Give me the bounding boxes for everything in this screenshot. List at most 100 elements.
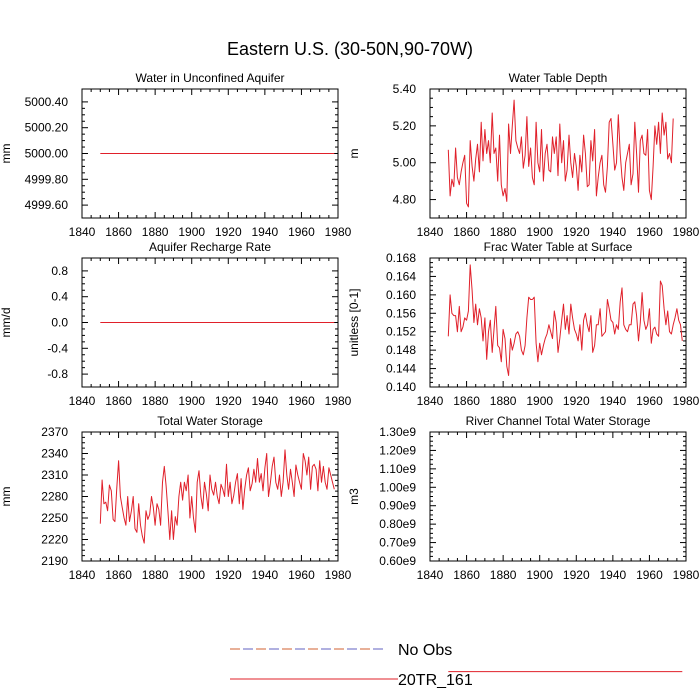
y-tick-label: 0.4 [51,290,68,304]
x-tick-label: 1920 [563,225,590,239]
y-tick-label: 0.60e9 [379,554,416,568]
x-tick-label: 1940 [600,568,627,582]
y-tick-label: 5000.40 [25,95,69,109]
y-tick-label: 2280 [41,490,68,504]
x-tick-label: 1980 [673,394,700,408]
y-tick-label: 0.160 [386,288,416,302]
x-tick-label: 1860 [105,568,132,582]
y-axis-label: unitless [0-1] [347,288,361,356]
panel-unconfined-aquifer: Water in Unconfined Aquifer mm 1840 1860 188… [0,71,352,239]
y-tick-label: -0.4 [47,341,68,355]
y-tick-label: 4.80 [393,193,417,207]
y-tick-label: 5.00 [393,156,417,170]
x-tick-label: 1960 [288,394,315,408]
y-axis-label: mm [0,487,13,507]
y-tick-label: 0.0 [51,316,68,330]
panel-title: Frac Water Table at Surface [484,240,633,254]
panel-title: Aquifer Recharge Rate [149,240,271,254]
x-tick-label: 1940 [252,225,279,239]
x-tick-label: 1920 [215,394,242,408]
x-tick-label: 1960 [288,225,315,239]
y-tick-label: 5.40 [393,82,417,96]
y-axis-label: m [347,149,361,159]
panel-frac-water-table: Frac Water Table at Surface unitless [0-1… [347,240,700,408]
panel-title: Water Table Depth [509,71,608,85]
x-tick-label: 1900 [178,394,205,408]
y-tick-label: 0.148 [386,343,416,357]
panel-title: River Channel Total Water Storage [466,414,651,428]
x-tick-label: 1840 [69,225,96,239]
y-tick-label: 5000.20 [25,121,69,135]
panel-title: Total Water Storage [157,414,263,428]
x-tick-label: 1860 [453,568,480,582]
x-tick-label: 1880 [490,394,517,408]
panels-group: Water in Unconfined Aquifer mm 1840 1860 188… [0,71,700,673]
y-tick-label: 1.30e9 [379,425,416,439]
y-tick-label: 1.10e9 [379,462,416,476]
x-tick-label: 1920 [215,568,242,582]
y-tick-label: 4999.80 [25,172,69,186]
y-tick-label: 0.8 [51,264,68,278]
panel-title: Water in Unconfined Aquifer [136,71,285,85]
x-tick-label: 1980 [325,394,352,408]
x-tick-label: 1980 [325,225,352,239]
series-line-total-water-storage [99,449,335,544]
y-tick-label: -0.8 [47,367,68,381]
x-tick-label: 1940 [252,394,279,408]
y-tick-label: 0.144 [386,362,416,376]
x-tick-label: 1860 [105,394,132,408]
x-tick-label: 1860 [453,394,480,408]
x-tick-label: 1960 [636,568,663,582]
x-tick-label: 1880 [490,225,517,239]
x-tick-label: 1840 [69,394,96,408]
panel-river-channel-storage: River Channel Total Water Storage m3 1840 1… [347,414,700,673]
x-tick-label: 1920 [563,568,590,582]
x-tick-label: 1940 [600,225,627,239]
x-tick-label: 1980 [673,225,700,239]
y-tick-label: 4999.60 [25,198,69,212]
legend-20tr-label: 20TR_161 [398,672,473,689]
series-line-water-table-depth [447,99,674,208]
x-tick-label: 1900 [526,225,553,239]
y-tick-label: 2190 [41,554,68,568]
legend: No Obs 20TR_161 [230,642,473,689]
x-tick-label: 1840 [417,225,444,239]
y-tick-label: 2220 [41,533,68,547]
y-tick-label: 0.90e9 [379,499,416,513]
x-tick-label: 1940 [600,394,627,408]
y-tick-label: 0.168 [386,251,416,265]
x-tick-label: 1840 [417,394,444,408]
x-tick-label: 1900 [526,394,553,408]
x-tick-label: 1880 [142,225,169,239]
y-tick-label: 0.156 [386,306,416,320]
panel-water-table-depth: Water Table Depth m 1840 1860 1880 1900 1920 19… [347,71,700,239]
y-tick-label: 1.20e9 [379,443,416,457]
y-tick-label: 0.80e9 [379,517,416,531]
figure-title: Eastern U.S. (30-50N,90-70W) [227,39,473,59]
series-line-frac-water-table [447,264,683,376]
panel-total-water-storage: Total Water Storage mm 1840 1860 1880 1900 192… [0,414,352,582]
panel-recharge-rate: Aquifer Recharge Rate mm/d 1840 1860 1880 190… [0,240,352,408]
x-tick-label: 1920 [563,394,590,408]
y-tick-label: 0.164 [386,269,416,283]
x-tick-label: 1940 [252,568,279,582]
y-tick-label: 0.70e9 [379,536,416,550]
plot-frame [429,431,687,562]
x-tick-label: 1920 [215,225,242,239]
y-axis-label: mm [0,144,13,164]
x-tick-label: 1960 [288,568,315,582]
x-tick-label: 1900 [178,225,205,239]
x-tick-label: 1960 [636,225,663,239]
legend-no-obs-label: No Obs [398,642,452,659]
x-tick-label: 1840 [69,568,96,582]
y-tick-label: 2250 [41,511,68,525]
y-tick-label: 2310 [41,468,68,482]
y-axis-label: m3 [347,488,361,505]
y-tick-label: 5.20 [393,119,417,133]
y-tick-label: 5000.00 [25,147,69,161]
x-tick-label: 1980 [673,568,700,582]
x-tick-label: 1960 [636,394,663,408]
x-tick-label: 1860 [453,225,480,239]
x-tick-label: 1980 [325,568,352,582]
